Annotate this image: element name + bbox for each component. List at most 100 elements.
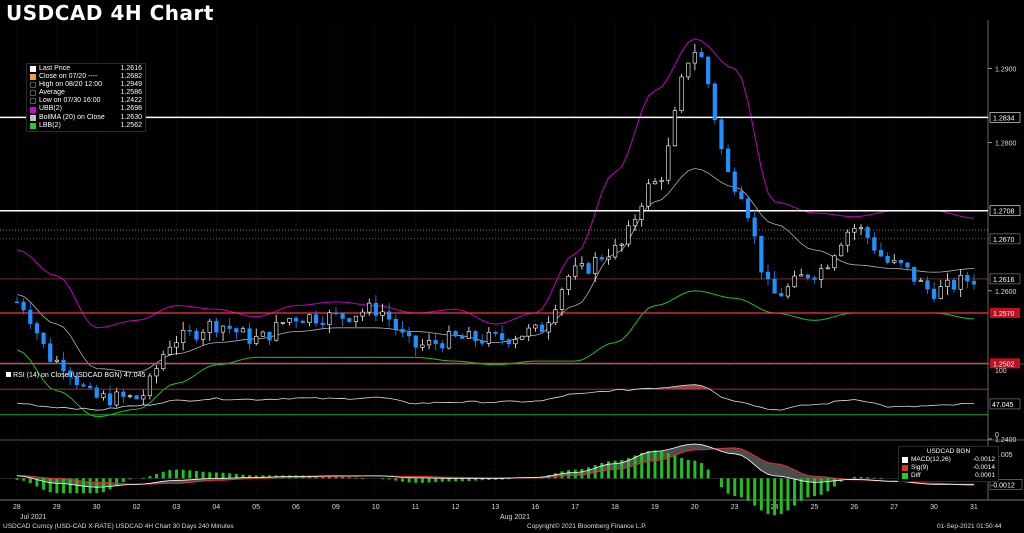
macd-legend: USDCAD BGN MACD(12,26) -0.0012 Sig(9) -0.00… <box>898 446 999 482</box>
macd-histogram-bar <box>474 478 478 481</box>
candle-down <box>88 385 93 389</box>
macd-histogram-bar <box>593 465 597 479</box>
rsi-value-tag <box>989 398 1021 410</box>
macd-histogram-bar <box>22 478 26 481</box>
macd-histogram-bar <box>733 478 737 497</box>
legend-value: 1.2616 <box>120 65 142 72</box>
candle-up <box>167 346 172 355</box>
date-tick-label: 02 <box>133 504 141 511</box>
macd-value-tag <box>989 479 1023 490</box>
macd-histogram-bar <box>420 478 424 483</box>
legend-row: Last Price 1.2616 <box>30 65 142 73</box>
macd-histogram-bar <box>460 478 464 482</box>
candle-down <box>400 328 405 333</box>
candle-down <box>872 237 877 251</box>
price-tick-label: 1.2900 <box>995 66 1017 73</box>
macd-histogram-bar <box>793 478 797 506</box>
macd-histogram-bar <box>35 478 39 487</box>
macd-histogram-bar <box>487 478 491 480</box>
date-tick-label: 09 <box>332 504 340 511</box>
macd-histogram-bar <box>872 477 876 479</box>
macd-histogram-bar <box>62 478 66 494</box>
footer-center: Copyright© 2021 Bloomberg Finance L.P. <box>527 523 647 530</box>
macd-histogram-bar <box>327 476 331 479</box>
macd-histogram-bar <box>680 458 684 479</box>
candle-up <box>918 280 923 282</box>
candle-up <box>938 286 943 299</box>
candle-up <box>533 324 538 329</box>
candle-down <box>971 280 977 285</box>
footer-right: 01-Sep-2021 01:50:44 <box>937 523 1002 530</box>
macd-legend-value: -0.0014 <box>972 464 995 471</box>
macd-histogram-bar <box>547 475 551 479</box>
price-tag <box>989 273 1021 285</box>
candle-up <box>692 52 697 64</box>
candle-down <box>107 393 113 406</box>
candle-down <box>925 280 930 290</box>
level-tag-label: 1.2708 <box>993 209 1015 216</box>
candle-up <box>606 256 611 260</box>
bollinger-upper-line <box>16 38 975 329</box>
macd-histogram-bar <box>407 478 411 483</box>
legend-label: High on 08/20 12:00 <box>39 81 103 89</box>
candle-down <box>905 262 910 268</box>
candle-down <box>493 331 498 334</box>
macd-histogram-bar <box>440 478 444 482</box>
footer-left: USDCAD Curncy (USD-CAD X-RATE) USDCAD 4H… <box>3 523 234 530</box>
candle-down <box>805 274 810 279</box>
date-tick-label: 11 <box>412 504 419 511</box>
macd-histogram-bar <box>766 478 770 514</box>
macd-histogram-bar <box>726 478 730 494</box>
macd-histogram-bar <box>819 478 823 495</box>
macd-histogram-bar <box>813 478 816 497</box>
candle-down <box>28 309 33 324</box>
date-tick-label: 03 <box>173 504 181 511</box>
macd-legend-label: MACD(12,26) <box>911 456 951 463</box>
macd-histogram-bar <box>753 478 757 506</box>
candle-up <box>672 110 678 147</box>
macd-histogram-bar <box>673 455 677 479</box>
candle-down <box>121 391 126 397</box>
candle-down <box>234 328 239 333</box>
candle-down <box>194 330 199 340</box>
candle-down <box>932 288 937 299</box>
macd-histogram-bar <box>832 478 836 487</box>
macd-histogram-bar <box>719 478 723 488</box>
candle-down <box>333 312 339 315</box>
macd-histogram-bar <box>866 477 870 479</box>
candle-down <box>759 235 764 273</box>
date-tick-label: 25 <box>811 504 819 511</box>
candle-up <box>380 311 385 316</box>
legend-swatch <box>30 82 36 89</box>
macd-legend-row: Sig(9) -0.0014 <box>902 464 995 472</box>
macd-histogram-bar <box>806 478 810 498</box>
legend-label: UBB(2) <box>39 105 62 113</box>
candle-down <box>745 198 751 219</box>
macd-histogram-bar <box>573 469 577 479</box>
macd-histogram-bar <box>208 472 212 479</box>
candle-up <box>101 393 106 398</box>
macd-histogram-bar <box>879 477 883 479</box>
legend-value: 1.2422 <box>120 97 142 105</box>
macd-histogram-bar <box>361 477 365 479</box>
candle-down <box>878 249 884 257</box>
macd-histogram-bar <box>341 476 345 479</box>
candle-up <box>845 231 850 246</box>
macd-histogram-bar <box>480 478 484 481</box>
legend-row: High on 08/20 12:00 1.2949 <box>30 81 142 89</box>
candle-up <box>526 327 531 337</box>
candle-down <box>912 266 917 282</box>
rsi-value-label: 47.045 <box>992 402 1014 409</box>
legend-swatch <box>30 98 36 105</box>
macd-swatch <box>902 457 908 463</box>
candle-up <box>353 315 359 322</box>
macd-histogram-bar <box>201 471 205 479</box>
macd-histogram-bar <box>500 478 504 480</box>
candle-up <box>260 331 265 337</box>
macd-histogram-bar <box>454 478 458 482</box>
candle-down <box>699 52 704 58</box>
candle-up <box>566 276 571 290</box>
candle-up <box>825 267 830 270</box>
candle-up <box>546 322 551 333</box>
